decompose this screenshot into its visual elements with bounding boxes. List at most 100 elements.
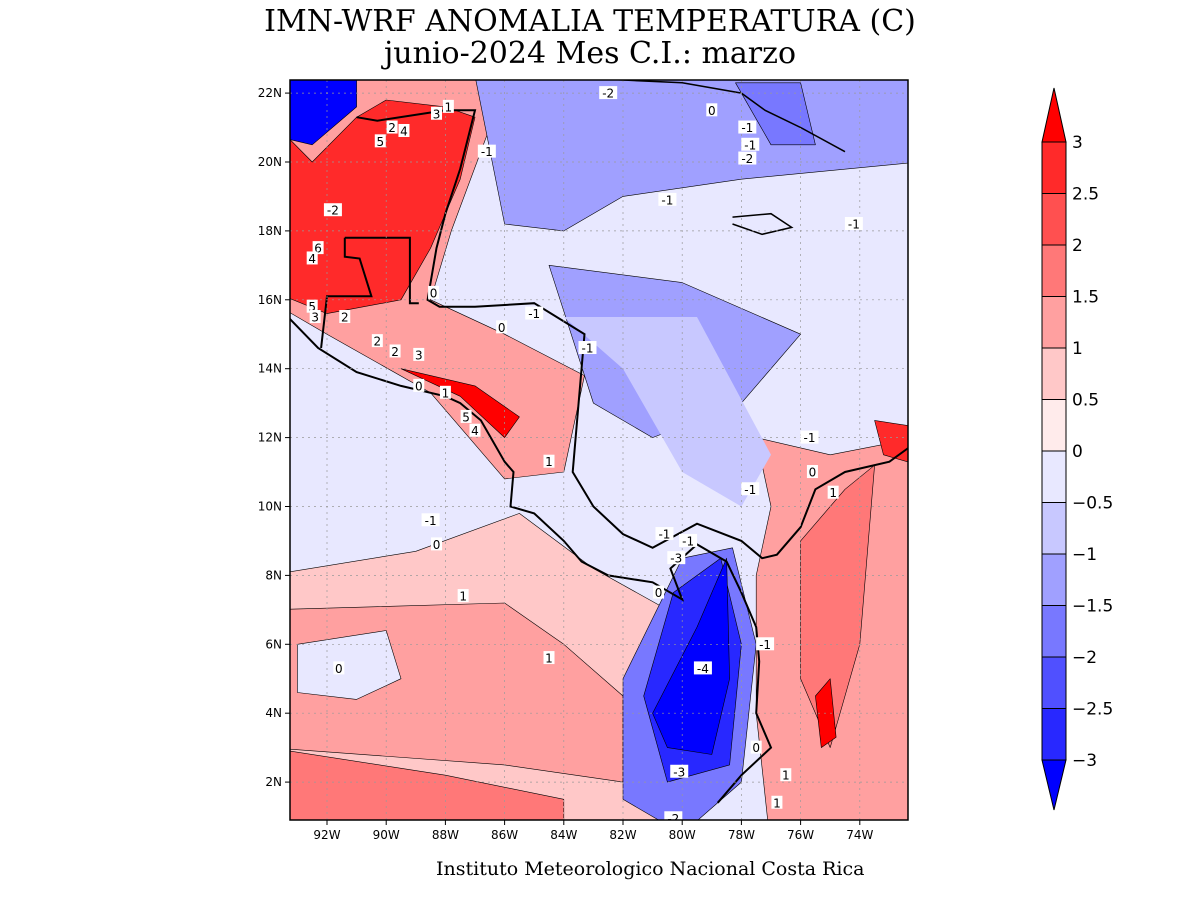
colorbar-min-arrow	[1041, 759, 1067, 811]
contour-label-bg	[667, 551, 686, 565]
contour-label: 4	[471, 424, 479, 438]
contour-label-bg	[457, 589, 469, 603]
contour-label: -1	[803, 431, 815, 445]
region-caribbean-west	[563, 317, 771, 507]
contour-label: -1	[741, 121, 753, 135]
region-gulf-fonseca-hot	[400, 368, 520, 438]
y-tick-label: 22N	[258, 86, 282, 100]
contour-label: -2	[667, 812, 679, 826]
contour-label: 0	[415, 379, 423, 393]
contour-label-bg	[653, 585, 665, 599]
colorbar-label: −2.5	[1072, 700, 1113, 720]
region-pacific-sw	[290, 750, 565, 820]
contour-label: 0	[655, 586, 663, 600]
contour-label: 0	[498, 321, 506, 335]
colorbar-label: 2.5	[1072, 185, 1099, 205]
colorbar-label: 2	[1072, 236, 1083, 256]
x-tick-label: 92W	[313, 828, 340, 842]
contour-label-bg	[386, 120, 398, 134]
contour-label: 4	[400, 124, 408, 138]
contour-label-bg	[525, 306, 544, 320]
contour-label: -1	[759, 638, 771, 652]
contour-label: -1	[744, 138, 756, 152]
contour-label: 2	[388, 121, 396, 135]
contour-label: 5	[308, 300, 316, 314]
contour-label: 1	[773, 796, 781, 810]
contour-label-bg	[496, 320, 508, 334]
contour-label-bg	[800, 430, 819, 444]
colorbar-segment	[1041, 244, 1067, 297]
contour-label: 1	[459, 590, 467, 604]
colorbar-segment	[1041, 347, 1067, 400]
contour-label: -3	[670, 552, 682, 566]
contour-label-bg	[543, 651, 555, 665]
contour-label: 1	[829, 486, 837, 500]
contour-label-bg	[827, 485, 839, 499]
contour-label-bg	[306, 251, 318, 265]
colorbar-label: 0.5	[1072, 391, 1099, 411]
contour-label: -2	[327, 204, 339, 218]
y-tick-label: 18N	[258, 224, 282, 238]
colorbar-segment	[1041, 553, 1067, 606]
colorbar-segment	[1041, 193, 1067, 246]
colorbar-segment	[1041, 450, 1067, 503]
contour-label: 3	[415, 348, 423, 362]
contour-label-bg	[658, 192, 677, 206]
colorbar-max-arrow	[1041, 87, 1067, 143]
colorbar-segment	[1041, 605, 1067, 658]
caribbean-coastline	[356, 109, 908, 560]
contour-label-bg	[477, 144, 496, 158]
contour-label-bg	[543, 454, 555, 468]
contour-label-bg	[312, 241, 324, 255]
contour-label: -1	[425, 514, 437, 528]
contour-label: -1	[744, 483, 756, 497]
colorbar-label: 3	[1072, 133, 1083, 153]
colorbar-label: −1.5	[1072, 597, 1113, 617]
contour-label-bg	[750, 740, 762, 754]
colorbar-label: −1	[1072, 545, 1097, 565]
contour-label-bg	[428, 285, 440, 299]
contour-label-bg	[741, 137, 760, 151]
contour-label-bg	[655, 527, 674, 541]
contour-label-bg	[679, 533, 698, 547]
contour-label-bg	[371, 334, 383, 348]
contour-label: 1	[442, 386, 450, 400]
contour-label-bg	[664, 811, 683, 820]
contour-label: 1	[545, 455, 553, 469]
contour-label-bg	[374, 134, 386, 148]
y-tick-label: 6N	[265, 637, 282, 651]
x-tick-label: 90W	[373, 828, 400, 842]
contour-label-bg	[431, 537, 443, 551]
contour-label: -2	[602, 87, 614, 101]
contour-label-bg	[323, 203, 342, 217]
y-tick-label: 2N	[265, 775, 282, 789]
colorbar-label: 0	[1072, 442, 1083, 462]
region-panama-bight-min	[652, 557, 730, 755]
contour-label-bg	[333, 661, 345, 675]
colorbar-label: −0.5	[1072, 494, 1113, 514]
contour-label-bg	[741, 482, 760, 496]
contour-label: 0	[430, 286, 438, 300]
contour-label: 3	[311, 311, 319, 325]
title-line-2: junio-2024 Mes C.I.: marzo	[383, 36, 797, 71]
contour-label-bg	[806, 465, 818, 479]
contour-label: -3	[673, 765, 685, 779]
contour-label-bg	[442, 99, 454, 113]
colorbar-label: 1	[1072, 339, 1083, 359]
contour-label-bg	[756, 637, 775, 651]
x-tick-label: 78W	[728, 828, 755, 842]
contour-label: 0	[809, 466, 817, 480]
y-tick-label: 4N	[265, 706, 282, 720]
contour-label-bg	[389, 344, 401, 358]
colorbar-segment	[1041, 399, 1067, 452]
contour-label-bg	[693, 661, 712, 675]
contour-label-bg	[599, 86, 618, 100]
contour-label: 5	[376, 135, 384, 149]
cuba-coastline	[608, 80, 846, 153]
guatemala-border	[344, 236, 419, 305]
colorbar-segment	[1041, 141, 1067, 194]
region-gulf-mexico-cold	[290, 80, 357, 146]
mexico-guatemala-border	[320, 237, 373, 349]
x-tick-label: 82W	[609, 828, 636, 842]
colorbar-label: −3	[1072, 751, 1097, 771]
